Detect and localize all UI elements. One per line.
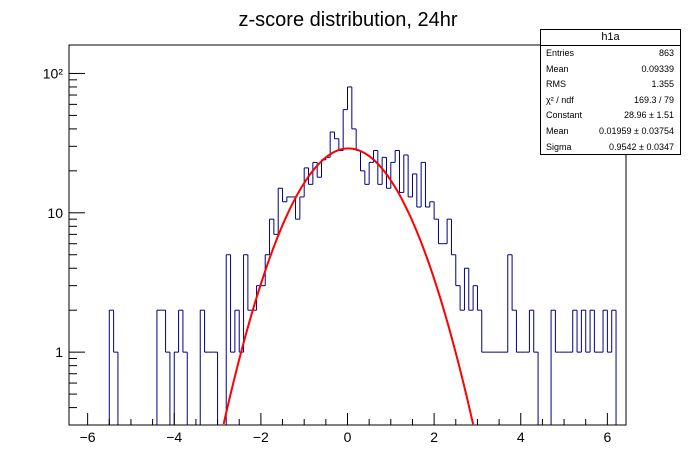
stats-value: 0.09339 xyxy=(641,63,674,74)
stats-row: Entries 863 xyxy=(541,46,680,62)
y-tick-label: 1 xyxy=(55,344,63,360)
stats-label: Sigma xyxy=(546,141,572,152)
stats-row: Sigma 0.9542 ± 0.0347 xyxy=(541,140,680,156)
stats-row: χ² / ndf 169.3 / 79 xyxy=(541,93,680,109)
x-tick-label: −6 xyxy=(80,429,96,445)
stats-label: Mean xyxy=(546,125,569,136)
x-tick-label: 4 xyxy=(517,429,525,445)
stats-label: Constant xyxy=(546,110,583,121)
histogram xyxy=(108,86,617,425)
gaussian-fit xyxy=(222,147,475,425)
stats-value: 1.355 xyxy=(651,79,674,90)
x-tick-label: 0 xyxy=(344,429,352,445)
stats-rows: Entries 863 Mean 0.09339 RMS 1.355 χ² / ndf 169… xyxy=(541,46,680,155)
stats-value: 28.96 ± 1.51 xyxy=(624,110,674,121)
x-tick-label: −2 xyxy=(253,429,269,445)
stats-label: Entries xyxy=(546,48,575,58)
stats-value: 169.3 / 79 xyxy=(633,94,674,105)
stats-box-title: h1a xyxy=(541,30,680,46)
stats-value: 863 xyxy=(658,48,674,58)
stats-box: h1a Entries 863 Mean 0.09339 RMS 1.355 χ² / nd… xyxy=(540,29,681,155)
stats-row: Mean 0.01959 ± 0.03754 xyxy=(541,124,680,140)
x-tick-label: 2 xyxy=(430,429,438,445)
axes: −6 −4 −2 0 2 4 6 1 10 10² xyxy=(43,44,627,445)
stats-row: Constant 28.96 ± 1.51 xyxy=(541,108,680,124)
stats-label: χ² / ndf xyxy=(546,94,574,105)
stats-label: Mean xyxy=(546,63,569,74)
stats-row: RMS 1.355 xyxy=(541,77,680,93)
fit-curve xyxy=(222,147,475,425)
stats-label: RMS xyxy=(546,79,566,90)
stats-row: Mean 0.09339 xyxy=(541,62,680,78)
stats-value: 0.01959 ± 0.03754 xyxy=(598,125,674,136)
x-tick-label: −4 xyxy=(166,429,182,445)
y-tick-label: 10 xyxy=(47,205,63,221)
y-tick-label: 10² xyxy=(43,65,64,81)
stats-value: 0.9542 ± 0.0347 xyxy=(609,141,674,152)
x-tick-label: 6 xyxy=(603,429,611,445)
chart-title: z-score distribution, 24hr xyxy=(239,9,458,31)
